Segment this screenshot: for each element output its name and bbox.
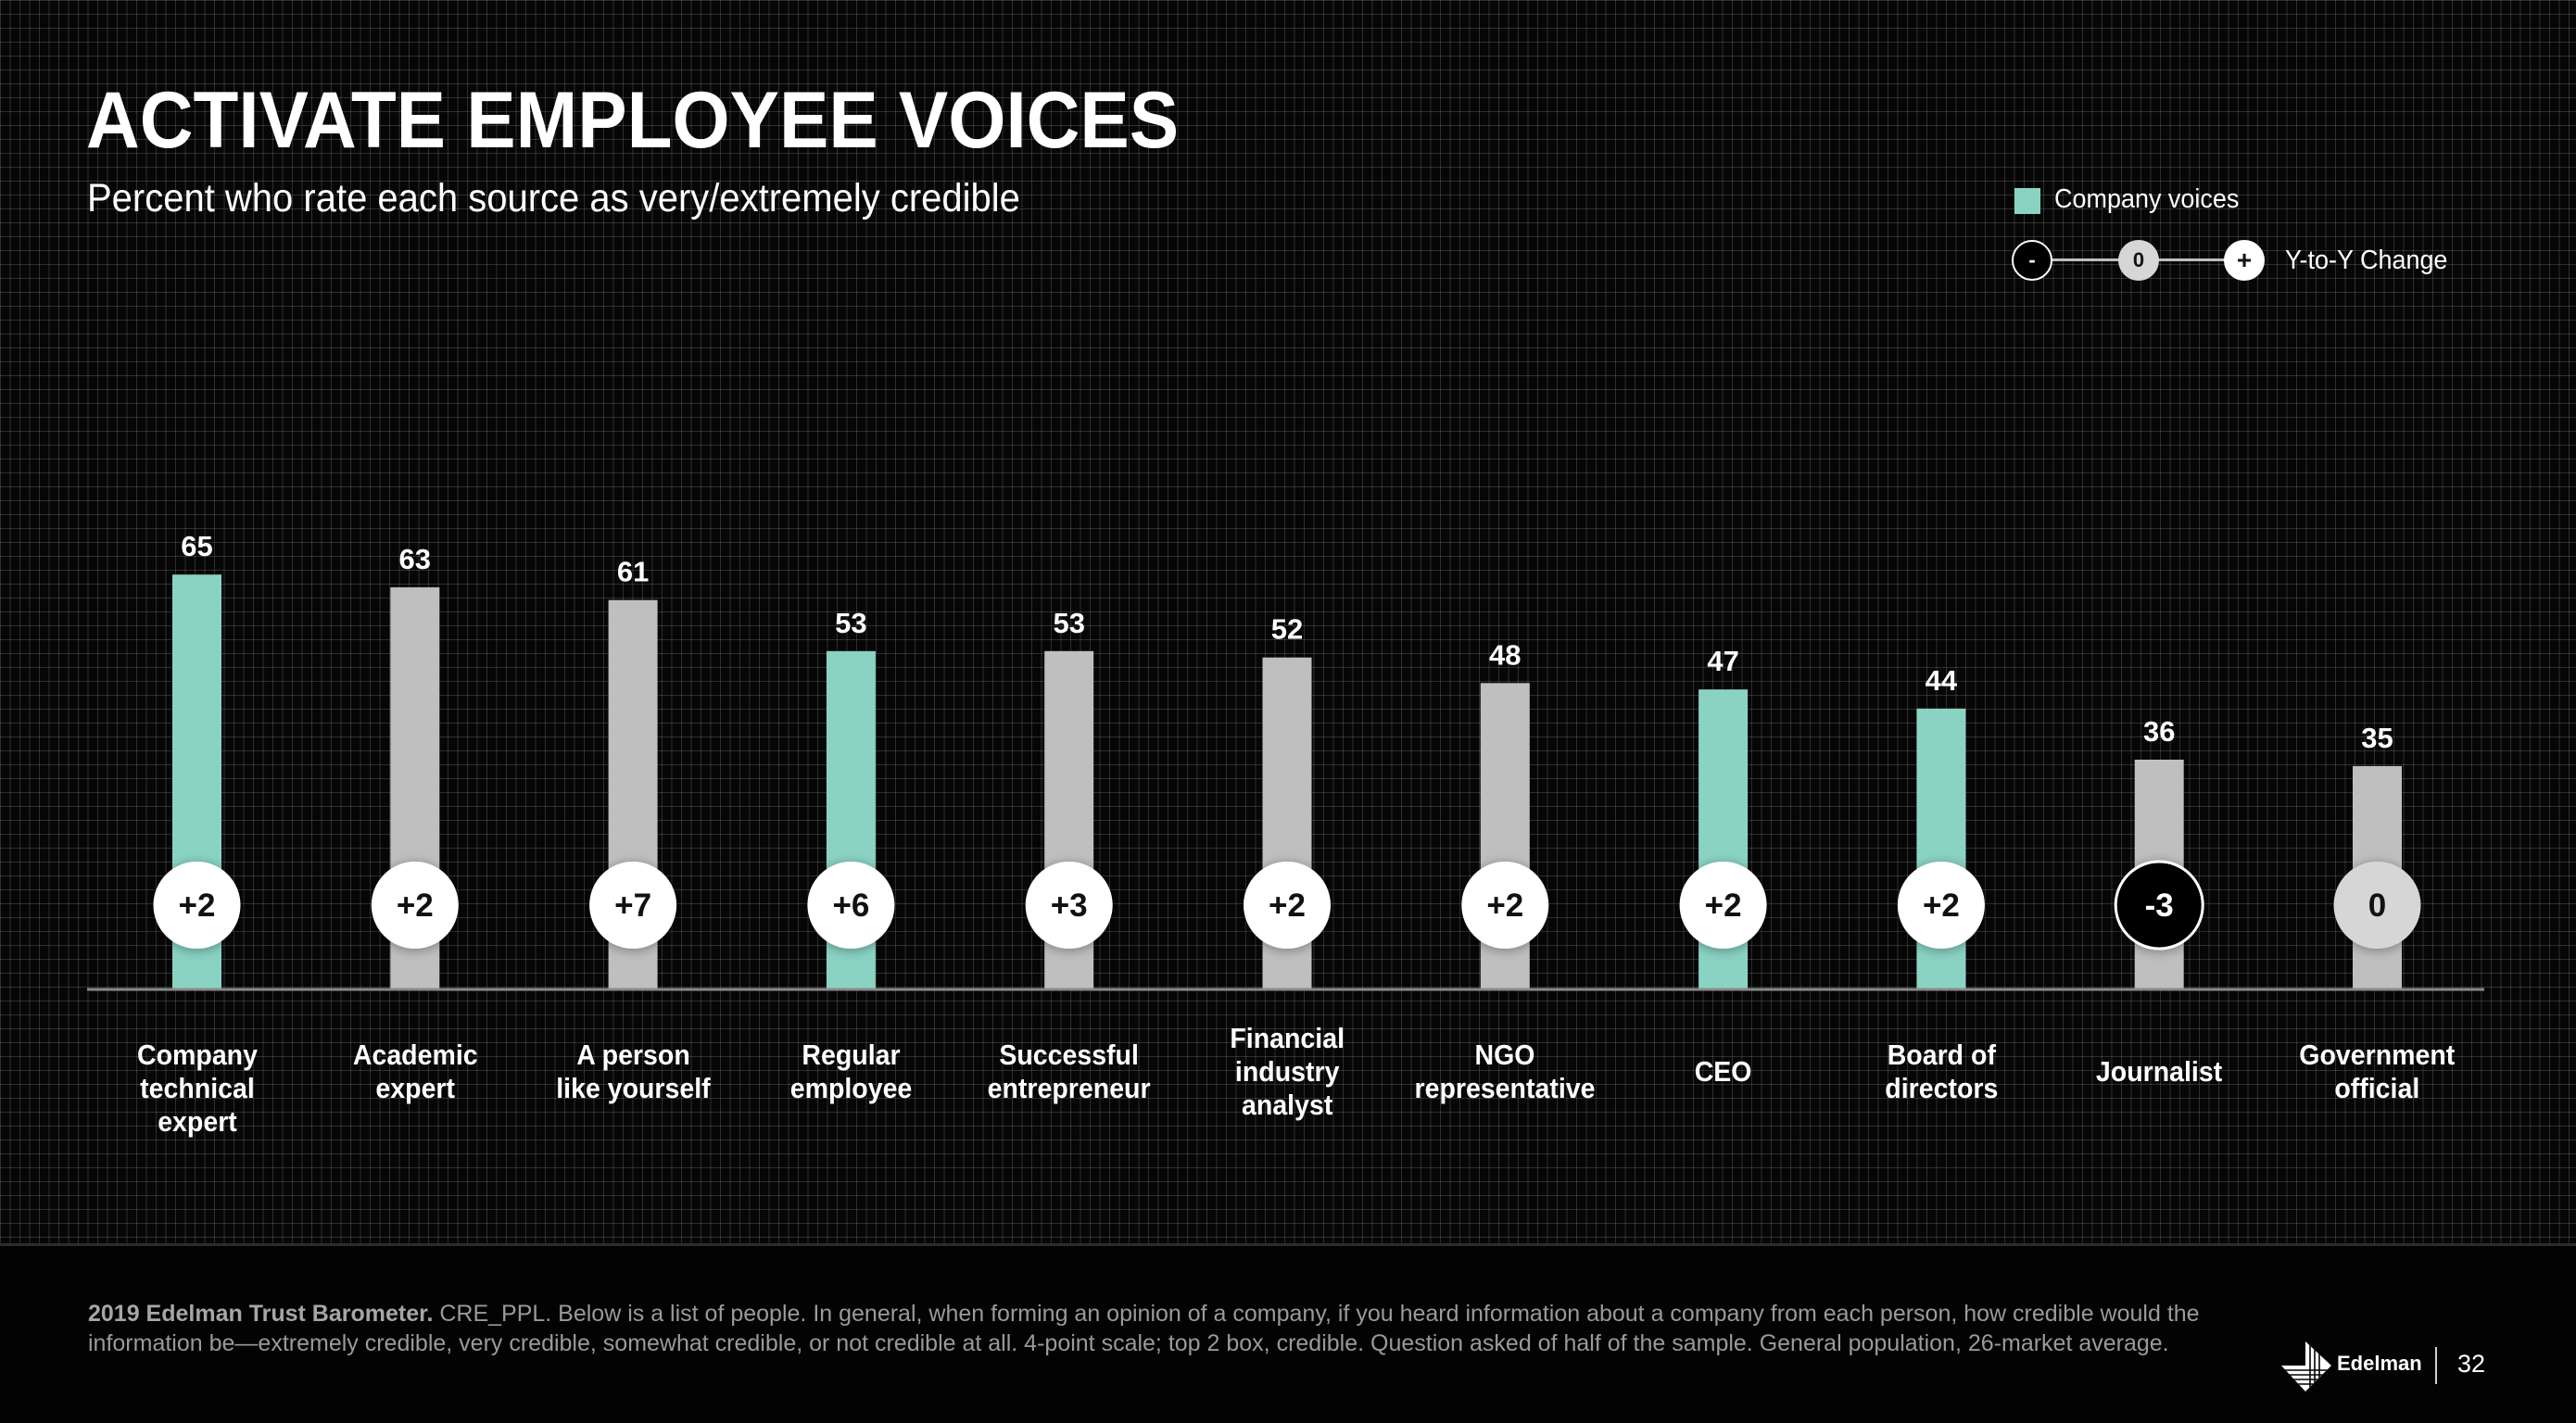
yoy-change-badge — [371, 862, 459, 949]
category-label: A person like yourself — [555, 1039, 711, 1104]
page-number: 32 — [2457, 1350, 2486, 1378]
category-label: Regular employee — [789, 1039, 913, 1104]
bar-group: 61 +7 — [589, 556, 677, 989]
yoy-change-badge — [1679, 862, 1767, 949]
yoy-change-badge — [1461, 862, 1549, 949]
bar-group: 48 +2 — [1461, 638, 1549, 989]
footer-background — [0, 1246, 2576, 1423]
page-subtitle: Percent who rate each source as very/ext… — [87, 176, 1020, 220]
bar-group: 63 +2 — [371, 543, 459, 989]
company-voices-legend-label: Company voices — [2054, 184, 2240, 214]
bar-value-label: 65 — [181, 530, 212, 562]
grid-background — [0, 0, 2576, 1245]
yoy-change-badge — [1897, 862, 1985, 949]
bar-group: 53 +3 — [1025, 607, 1113, 989]
category-label: Financial industry analyst — [1230, 1022, 1345, 1121]
positive-change-icon: + — [2224, 240, 2265, 281]
category-label: Journalist — [2096, 1055, 2223, 1088]
zero-change-icon: 0 — [2118, 240, 2159, 281]
page-title: ACTIVATE EMPLOYEE VOICES — [86, 76, 1180, 165]
bar-group: 52 +2 — [1244, 613, 1331, 989]
bar-group: 47 +2 — [1679, 645, 1767, 989]
negative-change-icon: - — [2012, 240, 2052, 281]
yoy-change-label: +2 — [179, 888, 216, 924]
source-footnote: 2019 Edelman Trust Barometer. CRE_PPL. B… — [88, 1299, 2210, 1358]
yoy-change-label: +2 — [1705, 888, 1742, 924]
bar-value-label: 53 — [835, 607, 866, 639]
yoy-change-legend-label: Y-to-Y Change — [2285, 246, 2448, 275]
company-voices-swatch — [2014, 188, 2040, 214]
source-title: 2019 Edelman Trust Barometer. — [88, 1301, 434, 1327]
edelman-brand-name: Edelman — [2337, 1352, 2422, 1375]
category-label: Board of directors — [1884, 1039, 1998, 1104]
bar-chart: 65 +2 63 +2 61 +7 53 +6 53 +3 52 +2 48 +2 47 +2 44 +2 36 -3… — [87, 530, 2484, 991]
bar-value-label: 35 — [2361, 722, 2393, 754]
grid-edge-divider — [0, 1243, 2576, 1246]
yoy-change-badge — [2333, 862, 2421, 949]
category-label: Successful entrepreneur — [987, 1039, 1151, 1104]
bar-group: 44 +2 — [1897, 664, 1985, 989]
bar-value-label: 47 — [1707, 645, 1738, 677]
yoy-change-label: +2 — [1486, 888, 1523, 924]
yoy-change-label: +2 — [397, 888, 434, 924]
yoy-change-label: +6 — [832, 888, 869, 924]
category-label: Company technical expert — [136, 1039, 258, 1138]
yoy-change-badge — [589, 862, 677, 949]
yoy-change-label: +2 — [1269, 888, 1306, 924]
page-number-divider — [2435, 1347, 2437, 1384]
category-label: NGO representative — [1414, 1039, 1596, 1104]
edelman-logo-icon — [2281, 1341, 2331, 1392]
category-label: Academic expert — [352, 1039, 478, 1104]
bar-group: 53 +6 — [807, 607, 895, 989]
yoy-change-label: +3 — [1051, 888, 1088, 924]
bar-group: 65 +2 — [153, 530, 241, 989]
yoy-change-label: +7 — [614, 888, 651, 924]
category-label: Government official — [2299, 1039, 2456, 1104]
source-text: CRE_PPL. Below is a list of people. In g… — [88, 1301, 2200, 1356]
category-label: CEO — [1694, 1055, 1752, 1088]
bar-value-label: 36 — [2143, 715, 2175, 748]
yoy-change-badge — [1244, 862, 1331, 949]
yoy-change-label: -3 — [2145, 888, 2174, 924]
bar-value-label: 44 — [1926, 664, 1958, 697]
yoy-change-badge — [153, 862, 241, 949]
yoy-change-badge — [2114, 860, 2204, 951]
bar-value-label: 61 — [617, 556, 649, 588]
yoy-change-label: 0 — [2368, 888, 2386, 924]
bar-value-label: 48 — [1489, 638, 1521, 671]
bar-value-label: 63 — [399, 543, 431, 575]
yoy-change-badge — [1025, 862, 1113, 949]
yoy-change-label: +2 — [1923, 888, 1960, 924]
bar-group: 36 -3 — [2114, 715, 2204, 989]
bar-value-label: 53 — [1053, 607, 1084, 639]
bar-group: 35 0 — [2333, 722, 2421, 989]
bar-value-label: 52 — [1271, 613, 1303, 646]
yoy-change-badge — [807, 862, 895, 949]
